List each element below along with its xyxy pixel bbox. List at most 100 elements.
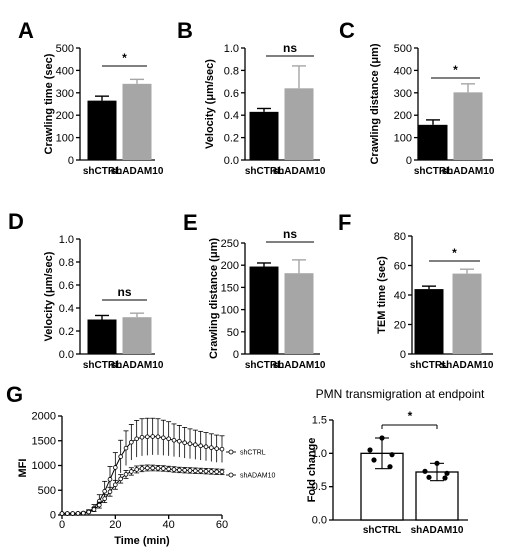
data-point-g-shADAM10 <box>91 507 97 512</box>
x-axis-label-g-line: Time (min) <box>114 535 170 547</box>
data-point-g-shCTRL <box>107 477 113 482</box>
y-axis-label-a: Crawling time (sec) <box>43 53 55 154</box>
data-point-g-shCTRL <box>182 440 187 446</box>
x-tick-label-b: shADAM10 <box>273 166 326 177</box>
legend-label-g-shADAM10: shADAM10 <box>240 473 276 480</box>
data-point-g-shADAM10 <box>203 468 209 474</box>
x-tick-label-g-line: 0 <box>59 519 65 531</box>
data-point-g-shADAM10 <box>150 465 155 471</box>
y-tick-label-d: 0.2 <box>59 326 74 338</box>
y-axis-label-g-line: MFI <box>17 459 29 478</box>
data-point-g-shADAM10 <box>70 511 75 516</box>
data-point-g-shADAM10 <box>193 468 198 473</box>
y-tick-label-e: 50 <box>227 327 239 339</box>
y-tick-label-d: 0.8 <box>59 257 74 269</box>
data-point-g-shADAM10 <box>81 510 86 516</box>
panel-label-a: A <box>18 18 34 43</box>
x-tick-label-d: shADAM10 <box>111 360 164 371</box>
x-tick-label-g-bar: shADAM10 <box>411 525 464 536</box>
significance-label-c: * <box>453 63 458 77</box>
data-point-g-bar-shCTRL <box>379 435 385 441</box>
series-line-g-shADAM10 <box>62 467 223 514</box>
y-tick-label-b: 1.0 <box>224 43 239 55</box>
panel-label-c: C <box>339 18 355 43</box>
y-tick-label-f: 60 <box>394 261 406 273</box>
panel-label-e: E <box>183 210 198 235</box>
y-tick-label-e: 200 <box>221 260 239 272</box>
y-axis-label-e: Crawling distance (μm) <box>208 238 220 359</box>
bar-a-shADAM10 <box>122 83 152 160</box>
y-tick-label-f: 0 <box>400 349 406 361</box>
x-tick-label-e: shADAM10 <box>273 360 326 371</box>
data-point-g-shCTRL <box>145 434 150 440</box>
data-point-g-bar-shCTRL <box>389 452 395 458</box>
data-point-g-bar-shADAM10 <box>442 475 448 481</box>
data-point-g-bar-shCTRL <box>387 464 393 470</box>
bar-e-shCTRL <box>249 266 279 354</box>
data-point-g-shCTRL <box>129 439 134 445</box>
legend-marker-g-shADAM10 <box>228 472 234 478</box>
y-tick-label-c: 100 <box>394 133 412 145</box>
y-tick-label-b: 0.6 <box>224 88 239 100</box>
data-point-g-shADAM10 <box>113 482 118 488</box>
y-tick-label-d: 0.4 <box>59 303 74 315</box>
x-tick-label-g-line: 60 <box>216 519 228 531</box>
y-tick-label-a: 200 <box>56 110 74 122</box>
y-axis-label-b: Velocity (μm/sec) <box>204 59 216 149</box>
data-point-g-shADAM10 <box>198 468 203 474</box>
data-point-g-shADAM10 <box>102 496 107 501</box>
significance-label-f: * <box>452 246 457 260</box>
panel-label-f: F <box>338 210 351 235</box>
data-point-g-shCTRL <box>187 441 193 447</box>
y-tick-label-a: 400 <box>56 65 74 77</box>
y-tick-label-a: 100 <box>56 133 74 145</box>
y-tick-label-c: 500 <box>394 43 412 55</box>
y-tick-label-b: 0.4 <box>224 110 239 122</box>
data-point-g-bar-shADAM10 <box>426 474 432 480</box>
data-point-g-shADAM10 <box>166 466 171 472</box>
x-tick-label-b: shCTRL <box>245 166 283 177</box>
x-tick-label-f: shCTRL <box>410 360 448 371</box>
y-tick-label-g-line: 0 <box>50 510 56 522</box>
data-point-g-shADAM10 <box>214 469 219 474</box>
data-point-g-shCTRL <box>139 434 145 440</box>
data-point-g-shADAM10 <box>59 511 65 516</box>
data-point-g-shCTRL <box>166 436 171 442</box>
data-point-g-shADAM10 <box>161 466 166 471</box>
x-tick-label-a: shADAM10 <box>111 166 164 177</box>
y-tick-label-e: 250 <box>221 238 239 250</box>
panel-label-b: B <box>177 18 193 43</box>
data-point-g-shADAM10 <box>65 511 70 516</box>
x-tick-label-f: shADAM10 <box>441 360 494 371</box>
y-tick-label-g-line: 2000 <box>32 411 56 423</box>
data-point-g-shADAM10 <box>182 467 187 473</box>
data-point-g-shADAM10 <box>155 465 161 471</box>
x-tick-label-d: shCTRL <box>83 360 121 371</box>
data-point-g-shCTRL <box>161 435 166 441</box>
panel-label-d: D <box>8 209 24 234</box>
data-point-g-shCTRL <box>118 454 123 459</box>
y-tick-label-g-line: 500 <box>38 485 56 497</box>
y-tick-label-a: 500 <box>56 43 74 55</box>
bar-d-shCTRL <box>87 319 117 354</box>
data-point-g-shADAM10 <box>219 469 225 475</box>
data-point-g-bar-shCTRL <box>371 457 377 463</box>
data-point-g-shADAM10 <box>129 469 134 474</box>
significance-label-e: ns <box>283 227 297 241</box>
data-point-g-shADAM10 <box>171 467 177 472</box>
data-point-g-shADAM10 <box>75 511 81 516</box>
data-point-g-shCTRL <box>177 438 182 444</box>
y-tick-label-f: 40 <box>394 290 406 302</box>
data-point-g-shCTRL <box>155 434 161 440</box>
y-tick-label-f: 20 <box>394 320 406 332</box>
y-axis-label-g-bar: Fold change <box>306 438 318 503</box>
y-tick-label-g-bar: 0.0 <box>312 515 327 527</box>
y-tick-label-d: 1.0 <box>59 234 74 246</box>
legend-label-g-shCTRL: shCTRL <box>240 450 266 457</box>
y-tick-label-g-line: 1500 <box>32 435 56 447</box>
data-point-g-bar-shADAM10 <box>444 470 450 476</box>
bar-a-shCTRL <box>87 100 117 160</box>
data-point-g-shCTRL <box>102 488 107 494</box>
bar-e-shADAM10 <box>284 273 314 354</box>
